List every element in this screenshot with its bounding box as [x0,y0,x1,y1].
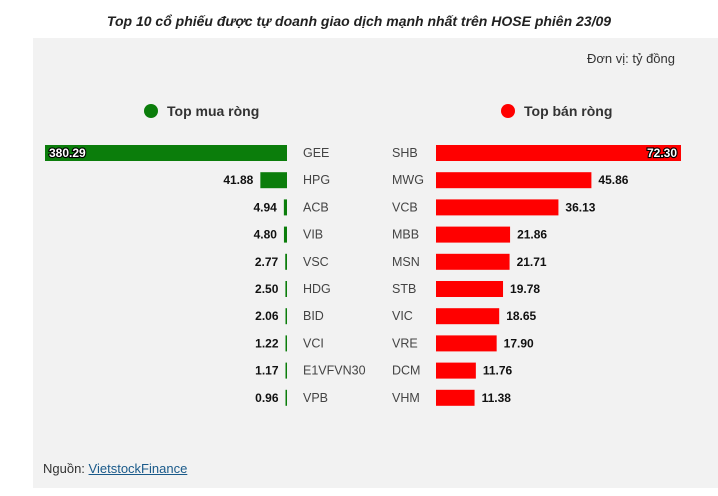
sell-bar-shb [436,145,681,161]
legend-buy-label: Top mua ròng [167,103,260,119]
buy-bar-hpg [260,172,287,189]
sell-value-label: 11.38 [482,391,512,405]
sell-value-label: 19.78 [510,282,540,296]
buy-category-label: HDG [303,282,331,296]
sell-value-label: 21.71 [517,255,547,269]
buy-category-label: BID [303,309,324,323]
buy-category-label: VPB [303,391,328,405]
buy-bar-acb [283,199,287,216]
buy-bar-hdg [285,281,287,297]
buy-value-label: 41.88 [223,173,253,187]
chart-title: Top 10 cổ phiếu được tự doanh giao dịch … [106,13,612,29]
buy-category-label: VSC [303,255,329,269]
sell-value-label: 18.65 [506,309,536,323]
sell-category-label: MSN [392,255,420,269]
buy-value-label: 4.94 [253,200,277,214]
sell-value-label: 72.30 [647,146,677,160]
sell-bar-dcm [436,362,476,379]
sell-category-label: VRE [392,336,418,350]
buy-bar-e1vfvn30 [285,362,287,379]
buy-category-label: GEE [303,146,329,160]
sell-value-label: 45.86 [598,173,628,187]
buy-value-label: 1.22 [255,336,279,350]
sell-value-label: 11.76 [483,364,513,378]
buy-value-label: 0.96 [255,391,279,405]
buy-category-label: ACB [303,200,329,214]
buy-value-label: 2.06 [255,309,279,323]
legend-sell: Top bán ròng [501,103,612,119]
legend-buy-dot-icon [144,104,158,118]
sell-bar-mwg [436,172,592,189]
buy-bar-vpb [285,389,287,406]
legend-sell-label: Top bán ròng [524,103,613,119]
sell-bar-vhm [436,389,475,406]
buy-value-label: 2.50 [255,282,279,296]
buy-value-label: 2.77 [255,255,279,269]
unit-label: Đơn vị: tỷ đồng [586,51,675,66]
legend-buy: Top mua ròng [144,103,259,119]
buy-bar-vci [285,335,287,352]
sell-value-label: 17.90 [504,336,534,350]
sell-category-label: STB [392,282,416,296]
sell-category-label: VCB [392,200,418,214]
sell-bar-vic [436,308,500,325]
sell-category-label: MBB [392,228,419,242]
sell-value-label: 21.86 [517,228,547,242]
source-prefix: Nguồn: [43,461,89,476]
buy-bar-bid [285,308,287,325]
buy-category-label: HPG [303,173,330,187]
buy-value-label: 4.80 [254,228,278,242]
source-link[interactable]: VietstockFinance [88,461,188,476]
sell-category-label: SHB [392,146,418,160]
source-line: Nguồn: VietstockFinance [43,461,187,476]
sell-value-label: 36.13 [565,200,595,214]
buy-bar-vib [283,226,287,243]
buy-value-label: 1.17 [255,364,279,378]
legend-sell-dot-icon [501,104,515,118]
buy-bar-vsc [285,253,287,270]
sell-category-label: DCM [392,364,420,378]
sell-bar-stb [436,281,504,297]
sell-bar-vcb [436,199,559,216]
sell-category-label: VIC [392,309,413,323]
buy-bar-gee [45,145,287,161]
buy-category-label: VIB [303,228,323,242]
sell-bar-vre [436,335,497,352]
sell-bar-mbb [436,226,511,243]
buy-category-label: VCI [303,336,324,350]
buy-value-label: 380.29 [49,146,86,160]
sell-category-label: VHM [392,391,420,405]
sell-category-label: MWG [392,173,424,187]
sell-bar-msn [436,253,510,270]
buy-category-label: E1VFVN30 [303,364,366,378]
